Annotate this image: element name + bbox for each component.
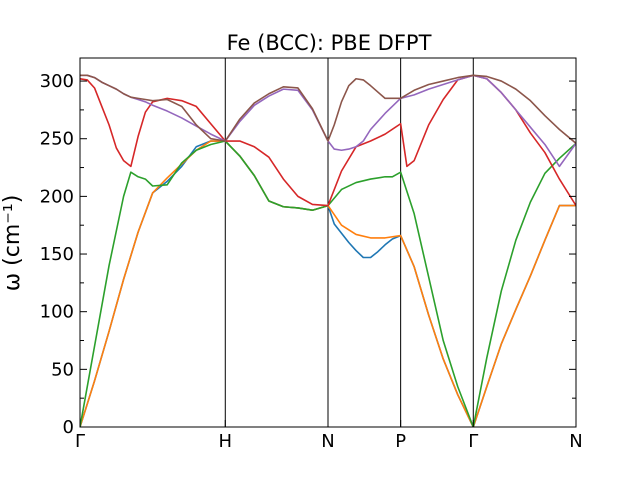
chart-title: Fe (BCC): PBE DFPT xyxy=(227,31,432,55)
xtick-label-3: P xyxy=(395,431,406,452)
ytick-label-100: 100 xyxy=(40,302,74,323)
y-ticks: 0 50 100 150 200 250 300 xyxy=(40,71,576,438)
ytick-label-150: 150 xyxy=(40,244,74,265)
ytick-label-0: 0 xyxy=(63,417,74,438)
band-lines xyxy=(80,74,576,427)
xtick-label-0: Γ xyxy=(75,431,85,452)
band-6 xyxy=(80,74,576,144)
high-symmetry-lines xyxy=(224,58,474,427)
xtick-label-4: Γ xyxy=(468,431,478,452)
ytick-label-250: 250 xyxy=(40,129,74,150)
ytick-label-200: 200 xyxy=(40,186,74,207)
ytick-label-300: 300 xyxy=(40,71,74,92)
ytick-label-50: 50 xyxy=(51,359,74,380)
y-axis-label: ω (cm⁻¹) xyxy=(0,195,25,292)
band-3 xyxy=(80,140,576,427)
xtick-label-5: N xyxy=(569,431,582,452)
xtick-label-2: N xyxy=(321,431,334,452)
xtick-label-1: H xyxy=(219,431,233,452)
